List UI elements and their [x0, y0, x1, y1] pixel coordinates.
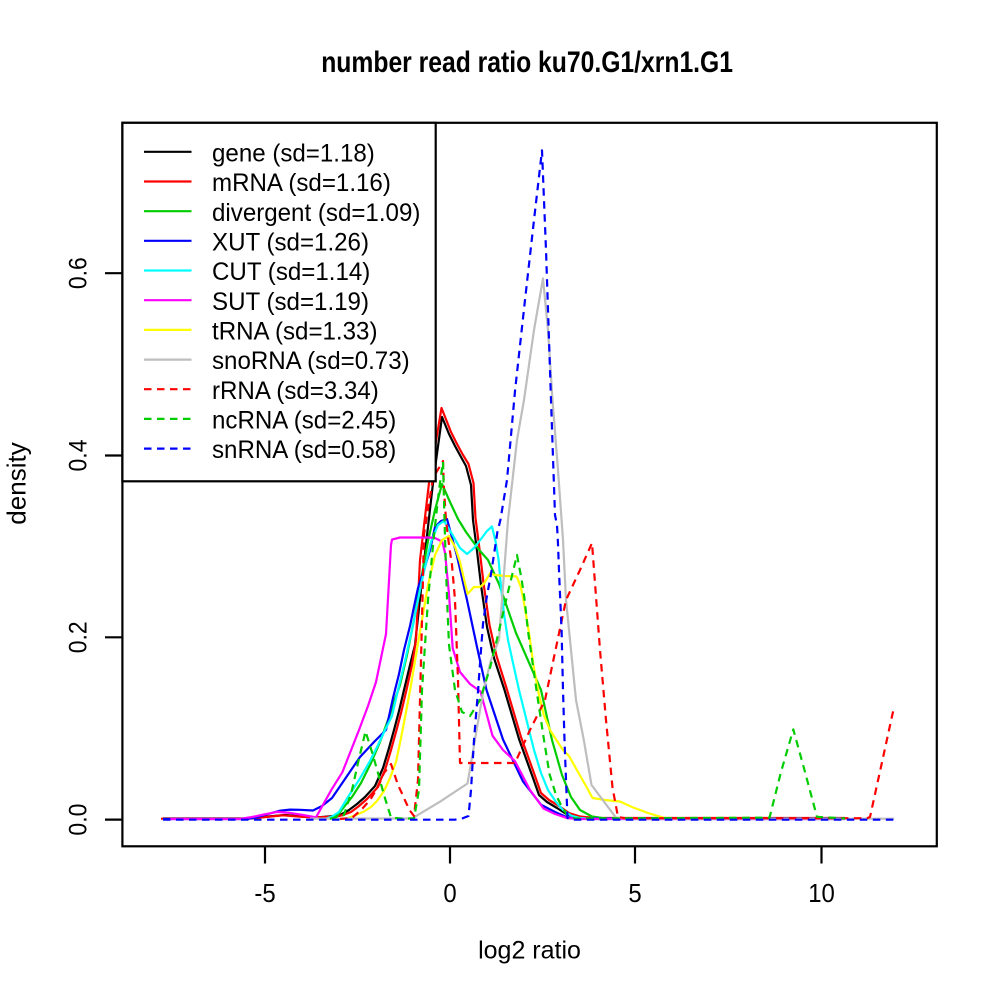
svg-text:CUT (sd=1.14): CUT (sd=1.14)	[212, 259, 370, 286]
svg-text:ncRNA (sd=2.45): ncRNA (sd=2.45)	[212, 407, 396, 434]
svg-text:snRNA (sd=0.58): snRNA (sd=0.58)	[212, 437, 396, 464]
svg-text:mRNA (sd=1.16): mRNA (sd=1.16)	[212, 170, 391, 197]
svg-text:SUT (sd=1.19): SUT (sd=1.19)	[212, 288, 369, 315]
svg-text:gene (sd=1.18): gene (sd=1.18)	[212, 140, 375, 167]
svg-text:rRNA (sd=3.34): rRNA (sd=3.34)	[212, 377, 379, 404]
svg-text:0.2: 0.2	[65, 621, 93, 653]
svg-text:tRNA (sd=1.33): tRNA (sd=1.33)	[212, 318, 377, 345]
svg-text:0.0: 0.0	[65, 804, 93, 836]
svg-text:5: 5	[628, 879, 641, 908]
svg-text:divergent (sd=1.09): divergent (sd=1.09)	[212, 199, 420, 226]
svg-text:XUT (sd=1.26): XUT (sd=1.26)	[212, 229, 369, 256]
svg-text:-5: -5	[254, 879, 275, 908]
svg-text:log2 ratio: log2 ratio	[478, 937, 581, 965]
svg-text:10: 10	[808, 879, 835, 908]
svg-text:number read ratio ku70.G1/xrn1: number read ratio ku70.G1/xrn1.G1	[321, 45, 733, 79]
svg-text:0.4: 0.4	[65, 440, 93, 472]
svg-text:density: density	[2, 442, 32, 524]
svg-text:0: 0	[443, 879, 456, 908]
svg-text:0.6: 0.6	[65, 257, 93, 289]
svg-text:snoRNA (sd=0.73): snoRNA (sd=0.73)	[212, 348, 410, 375]
